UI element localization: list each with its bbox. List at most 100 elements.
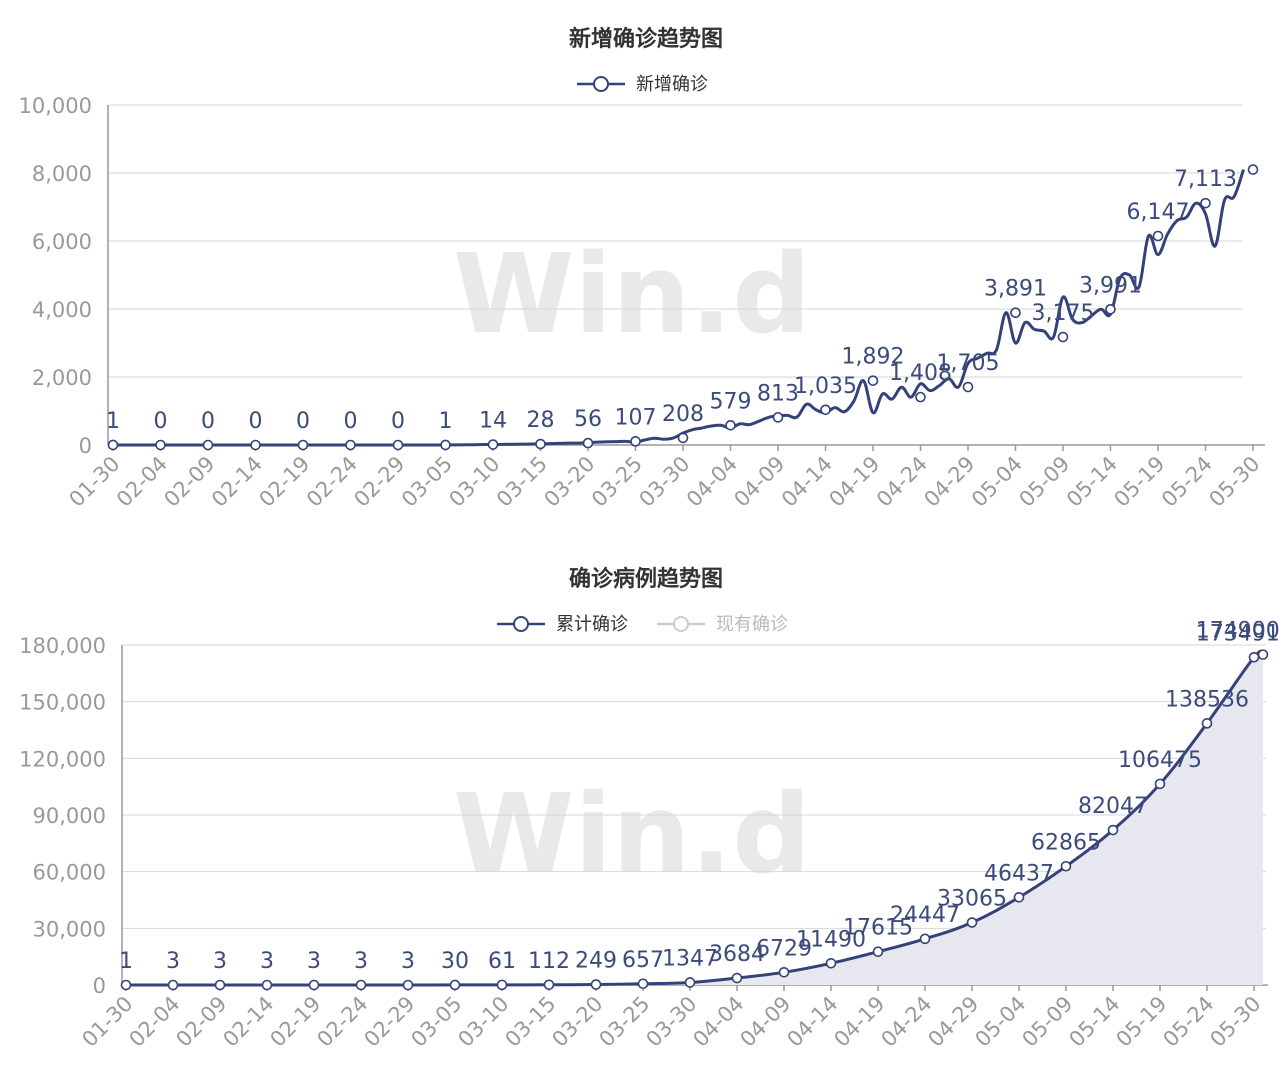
chart1-legend-marker	[593, 76, 609, 92]
chart1-data-label: 7,113	[1174, 167, 1237, 192]
chart2-point[interactable]	[731, 972, 743, 984]
chart2-data-label: 3	[354, 949, 368, 974]
chart2-data-label: 174900	[1196, 619, 1279, 644]
chart2-data-label: 138536	[1165, 687, 1249, 712]
chart2-point[interactable]	[261, 979, 273, 991]
chart2-x-tick-label: 04-29	[923, 992, 983, 1052]
chart1-x-tick-label: 02-29	[349, 452, 409, 512]
chart1-point[interactable]	[1057, 331, 1069, 343]
chart1-point[interactable]	[155, 439, 166, 451]
chart1-point[interactable]	[1200, 197, 1211, 209]
chart1-point[interactable]	[630, 436, 641, 447]
chart2-data-label: 61	[488, 949, 516, 974]
chart1-point[interactable]	[392, 439, 404, 451]
chart1-x-tick-label: 05-19	[1109, 452, 1169, 512]
chart2-point[interactable]	[590, 979, 602, 990]
chart1-data-label: 0	[249, 409, 263, 434]
chart1-x-tick-label: 02-14	[207, 452, 267, 512]
chart1-point[interactable]	[725, 420, 736, 431]
chart1-legend[interactable]: 新增确诊	[577, 74, 708, 95]
chart1-data-label: 3,891	[984, 277, 1047, 302]
chart2-point[interactable]	[449, 979, 461, 991]
chart2-point[interactable]	[778, 966, 790, 978]
chart2-point[interactable]	[1060, 860, 1072, 872]
chart2-y-tick-label: 120,000	[19, 747, 106, 771]
chart2-point[interactable]	[1257, 649, 1269, 660]
chart1-point[interactable]	[297, 439, 309, 451]
chart2-x-tick-label: 04-14	[782, 992, 842, 1052]
chart1-x-tick-label: 05-24	[1157, 452, 1217, 512]
chart1-data-label: 56	[574, 407, 602, 432]
chart2-x-tick-label: 05-19	[1111, 992, 1171, 1052]
chart2-point[interactable]	[1248, 651, 1260, 663]
chart1-point[interactable]	[440, 439, 451, 451]
chart1-x-tick-label: 05-09	[1014, 452, 1074, 512]
chart1-point[interactable]	[582, 437, 594, 449]
chart2-legend-cumulative[interactable]: 累计确诊	[497, 614, 628, 635]
chart2-point[interactable]	[637, 978, 649, 990]
chart2-point[interactable]	[919, 933, 931, 945]
chart1-y-tick-label: 6,000	[32, 230, 92, 254]
chart1-data-label: 0	[201, 409, 215, 434]
chart2-point[interactable]	[872, 946, 884, 958]
chart1-point[interactable]	[202, 439, 214, 451]
chart1-point[interactable]	[962, 381, 974, 393]
chart1-watermark: Win.d	[453, 230, 811, 358]
chart1-point[interactable]	[1247, 164, 1259, 175]
chart2-point[interactable]	[825, 957, 837, 969]
chart1-point[interactable]	[677, 432, 689, 444]
chart1-point[interactable]	[487, 439, 499, 450]
chart1-x-tick-label: 05-30	[1204, 452, 1264, 512]
chart1-point[interactable]	[772, 412, 784, 423]
chart1-point[interactable]	[820, 404, 831, 416]
chart1-data-label: 579	[710, 389, 752, 414]
chart1-data-label: 1,408	[889, 361, 952, 386]
chart1-data-label: 1,705	[937, 351, 1000, 376]
chart1-x-tick-label: 03-15	[492, 452, 552, 512]
chart1-point[interactable]	[1010, 307, 1021, 319]
chart2-point[interactable]	[966, 917, 978, 928]
chart1-point[interactable]	[915, 391, 926, 403]
chart2-x-tick-label: 05-30	[1205, 992, 1265, 1052]
chart2-point[interactable]	[1107, 824, 1119, 836]
chart1-point[interactable]	[867, 375, 879, 386]
chart1-point[interactable]	[535, 438, 546, 450]
chart2-point[interactable]	[1201, 718, 1213, 729]
chart1-point[interactable]	[1105, 304, 1116, 315]
chart2-x-tick-label: 05-04	[970, 992, 1030, 1052]
chart2-point[interactable]	[543, 979, 555, 991]
chart1-data-label: 1	[106, 409, 120, 434]
chart2-point[interactable]	[496, 979, 508, 991]
chart1-data-label: 14	[479, 409, 507, 434]
chart1-point[interactable]	[345, 439, 356, 451]
chart2-x-tick-label: 04-09	[735, 992, 795, 1052]
chart2-point[interactable]	[1154, 778, 1166, 790]
chart2-point[interactable]	[214, 979, 226, 991]
chart1-data-label: 208	[662, 402, 704, 427]
chart2-point[interactable]	[167, 979, 179, 991]
chart2-x-tick-label: 05-14	[1064, 992, 1124, 1052]
chart1-x-tick-label: 05-14	[1062, 452, 1122, 512]
chart1-x-tick-label: 03-10	[444, 452, 504, 512]
chart2-y-tick-label: 150,000	[19, 691, 106, 715]
chart2-point[interactable]	[1013, 891, 1025, 903]
chart2-legend-marker-cumulative	[513, 616, 529, 632]
chart2-data-label: 106475	[1118, 748, 1202, 773]
chart2-point[interactable]	[355, 979, 367, 991]
chart1-data-label: 1	[439, 409, 453, 434]
chart1-x-tick-label: 04-09	[729, 452, 789, 512]
chart2-legend-current[interactable]: 现有确诊	[657, 614, 788, 635]
chart2-x-tick-label: 04-04	[688, 992, 748, 1052]
chart1-data-label: 107	[615, 405, 657, 430]
chart1-point[interactable]	[107, 439, 119, 451]
chart2-point[interactable]	[402, 979, 414, 991]
chart1-point[interactable]	[250, 439, 261, 451]
chart2-data-label: 46437	[984, 861, 1054, 886]
chart1-x-tick-label: 03-30	[634, 452, 694, 512]
chart2-point[interactable]	[684, 977, 696, 988]
chart2-data-label: 3684	[709, 942, 765, 967]
chart1-point[interactable]	[1152, 230, 1164, 242]
chart1-y-tick-label: 4,000	[32, 298, 92, 322]
chart2-point[interactable]	[120, 979, 132, 991]
chart2-point[interactable]	[308, 979, 320, 991]
